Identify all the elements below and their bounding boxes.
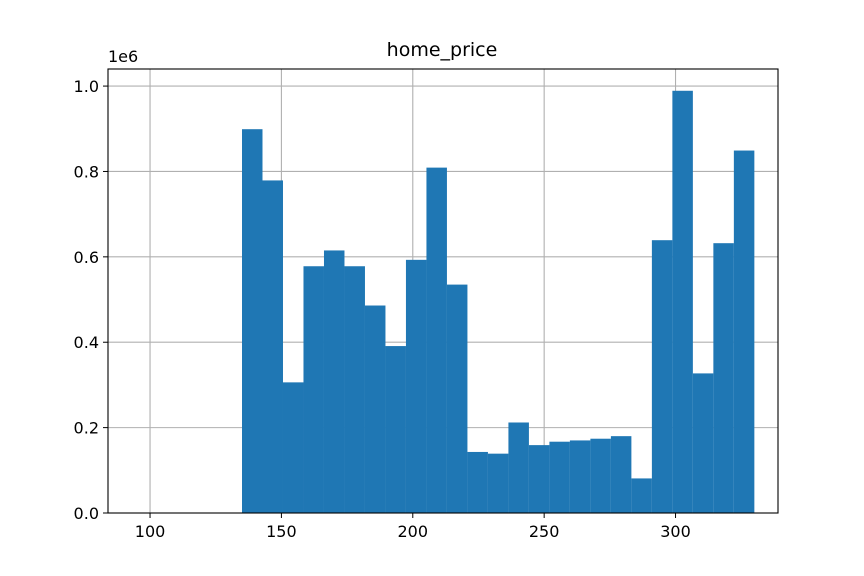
x-axis-ticks: 100 150 200 250 300 xyxy=(135,513,691,541)
histogram-bar xyxy=(713,243,734,513)
y-tick-label: 0.4 xyxy=(74,333,99,352)
histogram-bar xyxy=(385,346,406,513)
y-tick-label: 0.2 xyxy=(74,419,99,438)
histogram-bar xyxy=(242,129,263,513)
histogram-bars xyxy=(242,90,755,514)
histogram-bar xyxy=(672,90,693,514)
histogram-bar xyxy=(344,266,365,513)
x-tick-label: 100 xyxy=(135,522,166,541)
histogram-bar xyxy=(590,438,611,513)
histogram-bar xyxy=(282,382,304,513)
histogram-bar xyxy=(303,266,324,513)
y-tick-label: 1.0 xyxy=(74,77,99,96)
histogram-bar xyxy=(651,240,673,513)
histogram-bar xyxy=(569,440,591,513)
y-tick-label: 0.8 xyxy=(74,162,99,181)
histogram-bar xyxy=(692,373,714,513)
histogram-bar xyxy=(323,250,345,513)
plot-frame xyxy=(107,68,779,514)
histogram-bar xyxy=(487,453,509,513)
histogram-bar xyxy=(528,445,550,513)
histogram-bar xyxy=(405,259,427,513)
x-tick-label: 300 xyxy=(660,522,691,541)
x-tick-label: 200 xyxy=(398,522,429,541)
histogram-bar xyxy=(446,284,468,513)
histogram-bar xyxy=(549,441,570,513)
chart-title: home_price xyxy=(387,39,498,61)
x-tick-label: 250 xyxy=(529,522,560,541)
histogram-bar xyxy=(262,180,283,513)
y-axis-offset-label: 1e6 xyxy=(108,47,138,66)
histogram-bar xyxy=(733,150,755,514)
histogram-bar xyxy=(631,478,652,513)
histogram-bar xyxy=(426,167,447,513)
histogram-bar xyxy=(508,422,529,513)
y-tick-label: 0.6 xyxy=(74,248,99,267)
histogram-bar xyxy=(467,451,488,513)
x-tick-label: 150 xyxy=(266,522,297,541)
y-axis-ticks: 0.0 0.2 0.4 0.6 0.8 1.0 xyxy=(74,77,108,523)
histogram-bar xyxy=(610,436,632,513)
histogram-bar xyxy=(364,305,386,513)
y-tick-label: 0.0 xyxy=(74,504,99,523)
